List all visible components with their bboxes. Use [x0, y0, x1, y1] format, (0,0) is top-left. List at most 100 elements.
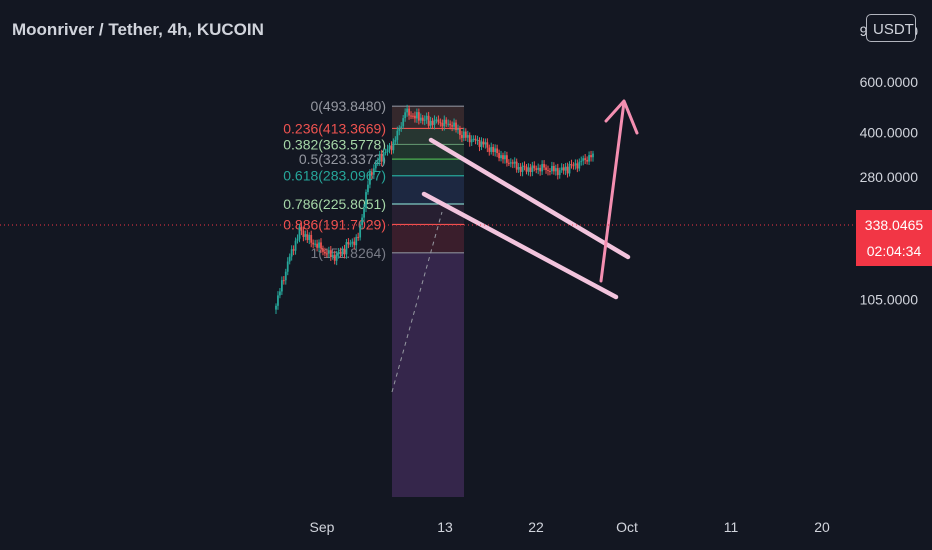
candle-body	[402, 118, 405, 127]
fib-trend-line	[391, 211, 443, 393]
fib-zone	[392, 224, 464, 253]
candle-body	[502, 155, 504, 160]
candle-body	[570, 164, 573, 166]
candle-body	[296, 238, 299, 241]
candle-body	[320, 242, 322, 249]
channel-upper-line[interactable]	[428, 137, 631, 260]
candle-body	[423, 119, 426, 121]
candle-body	[472, 138, 475, 140]
candle-body	[480, 141, 483, 147]
candle-body	[376, 161, 379, 164]
candle-body	[347, 242, 350, 245]
candle-body	[511, 162, 514, 164]
candle-body	[433, 119, 436, 125]
candle-body	[325, 253, 328, 255]
candle-body	[513, 161, 516, 164]
time-axis[interactable]: Sep 13 22 Oct 11 20	[310, 519, 830, 535]
fib-level-label: 0.382(363.5778)	[283, 136, 386, 152]
fib-level-label: 1(152.8264)	[310, 245, 386, 261]
candle-body	[363, 208, 365, 218]
price-tick-label: 105.0000	[860, 292, 919, 308]
candle-body	[308, 234, 311, 241]
candle-body	[310, 234, 313, 243]
candle-body	[318, 242, 320, 248]
candle-body	[341, 249, 344, 254]
candle-body	[441, 122, 444, 127]
candle-body	[437, 119, 440, 123]
candle-body	[419, 117, 422, 121]
fib-level-label: 0(493.8480)	[310, 98, 386, 114]
candle-body	[294, 240, 297, 251]
candle-body	[554, 168, 557, 172]
descending-channel[interactable]	[421, 137, 631, 300]
channel-lower-line[interactable]	[421, 191, 619, 300]
candle-body	[566, 166, 569, 174]
candle-body	[390, 145, 393, 151]
candle-body	[443, 119, 446, 127]
candle-body	[488, 147, 491, 152]
candle-body	[324, 251, 326, 254]
candle-body	[507, 162, 510, 164]
currency-button[interactable]: USDT	[866, 14, 916, 42]
candle-body	[460, 135, 463, 138]
candle-body	[386, 148, 389, 153]
candle-body	[398, 128, 401, 131]
candle-body	[372, 168, 375, 175]
candle-body	[327, 250, 330, 254]
candle-body	[506, 155, 508, 163]
time-tick-label: Sep	[310, 519, 335, 535]
candle-body	[304, 234, 307, 237]
candle-body	[504, 155, 506, 160]
candle-body	[464, 131, 467, 138]
candle-body	[421, 117, 424, 121]
candle-body	[282, 280, 285, 282]
candle-body	[586, 159, 589, 162]
candle-body	[284, 271, 287, 281]
candle-body	[529, 167, 532, 173]
candle-body	[558, 170, 561, 176]
breakout-arrow[interactable]	[599, 99, 639, 283]
candle-body	[551, 165, 553, 172]
price-tick-label: 280.0000	[860, 169, 919, 185]
candle-body	[302, 230, 305, 237]
candle-body	[322, 248, 324, 252]
candle-body	[521, 165, 524, 172]
candle-body	[564, 166, 567, 171]
bar-countdown-label: 02:04:34	[856, 236, 932, 266]
candle-body	[374, 163, 377, 169]
candle-body	[580, 160, 583, 162]
candle-body	[277, 295, 279, 306]
candle-body	[545, 167, 547, 170]
candle-body	[343, 249, 346, 255]
candle-body	[572, 165, 575, 167]
time-tick-label: 22	[528, 519, 544, 535]
candle-body	[394, 139, 397, 142]
candle-body	[592, 153, 594, 158]
candle-body	[457, 128, 459, 131]
candle-body	[459, 128, 461, 136]
candle-body	[280, 280, 283, 292]
fibonacci-retracement[interactable]: 0(493.8480) 0.236(413.3669)0.382(363.5778…	[283, 98, 464, 497]
fib-zone	[392, 175, 464, 204]
time-tick-label: 20	[814, 519, 830, 535]
candle-body	[288, 256, 291, 262]
candle-body	[455, 122, 457, 131]
fib-level-label: 0.786(225.8051)	[283, 196, 386, 212]
candle-body	[590, 155, 592, 158]
candle-body	[549, 170, 551, 172]
candle-body	[466, 135, 469, 138]
candle-body	[357, 236, 360, 238]
price-tick-label: 400.0000	[860, 125, 919, 141]
candle-body	[453, 122, 455, 127]
candle-body	[400, 126, 403, 129]
candle-body	[351, 241, 354, 244]
candle-body	[476, 139, 479, 141]
candle-body	[412, 115, 414, 117]
fib-zone	[392, 128, 464, 145]
candle-body	[355, 236, 358, 246]
time-tick-label: 13	[437, 519, 453, 535]
candle-body	[525, 166, 528, 172]
candle-body	[384, 152, 387, 154]
